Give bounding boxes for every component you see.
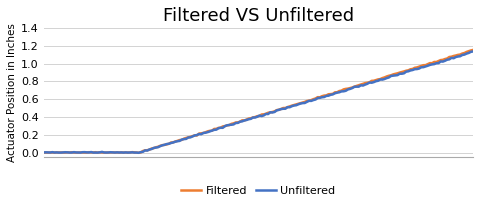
Filtered bbox=[58, 151, 64, 154]
Unfiltered bbox=[157, 145, 163, 147]
Line: Unfiltered: Unfiltered bbox=[44, 52, 473, 153]
Filtered bbox=[67, 151, 72, 154]
Legend: Filtered, Unfiltered: Filtered, Unfiltered bbox=[177, 182, 340, 201]
Filtered bbox=[451, 55, 456, 57]
Unfiltered bbox=[41, 151, 47, 154]
Filtered bbox=[41, 151, 47, 154]
Filtered bbox=[157, 144, 163, 147]
Filtered bbox=[120, 151, 126, 154]
Line: Filtered: Filtered bbox=[44, 50, 473, 153]
Unfiltered bbox=[120, 151, 126, 154]
Y-axis label: Actuator Position in Inches: Actuator Position in Inches bbox=[7, 23, 17, 162]
Unfiltered bbox=[58, 151, 64, 154]
Filtered bbox=[470, 49, 476, 51]
Unfiltered bbox=[451, 57, 456, 60]
Unfiltered bbox=[136, 151, 142, 154]
Unfiltered bbox=[436, 62, 442, 65]
Filtered bbox=[136, 151, 142, 154]
Filtered bbox=[436, 60, 442, 62]
Unfiltered bbox=[67, 151, 72, 154]
Title: Filtered VS Unfiltered: Filtered VS Unfiltered bbox=[163, 7, 354, 25]
Unfiltered bbox=[470, 50, 476, 53]
